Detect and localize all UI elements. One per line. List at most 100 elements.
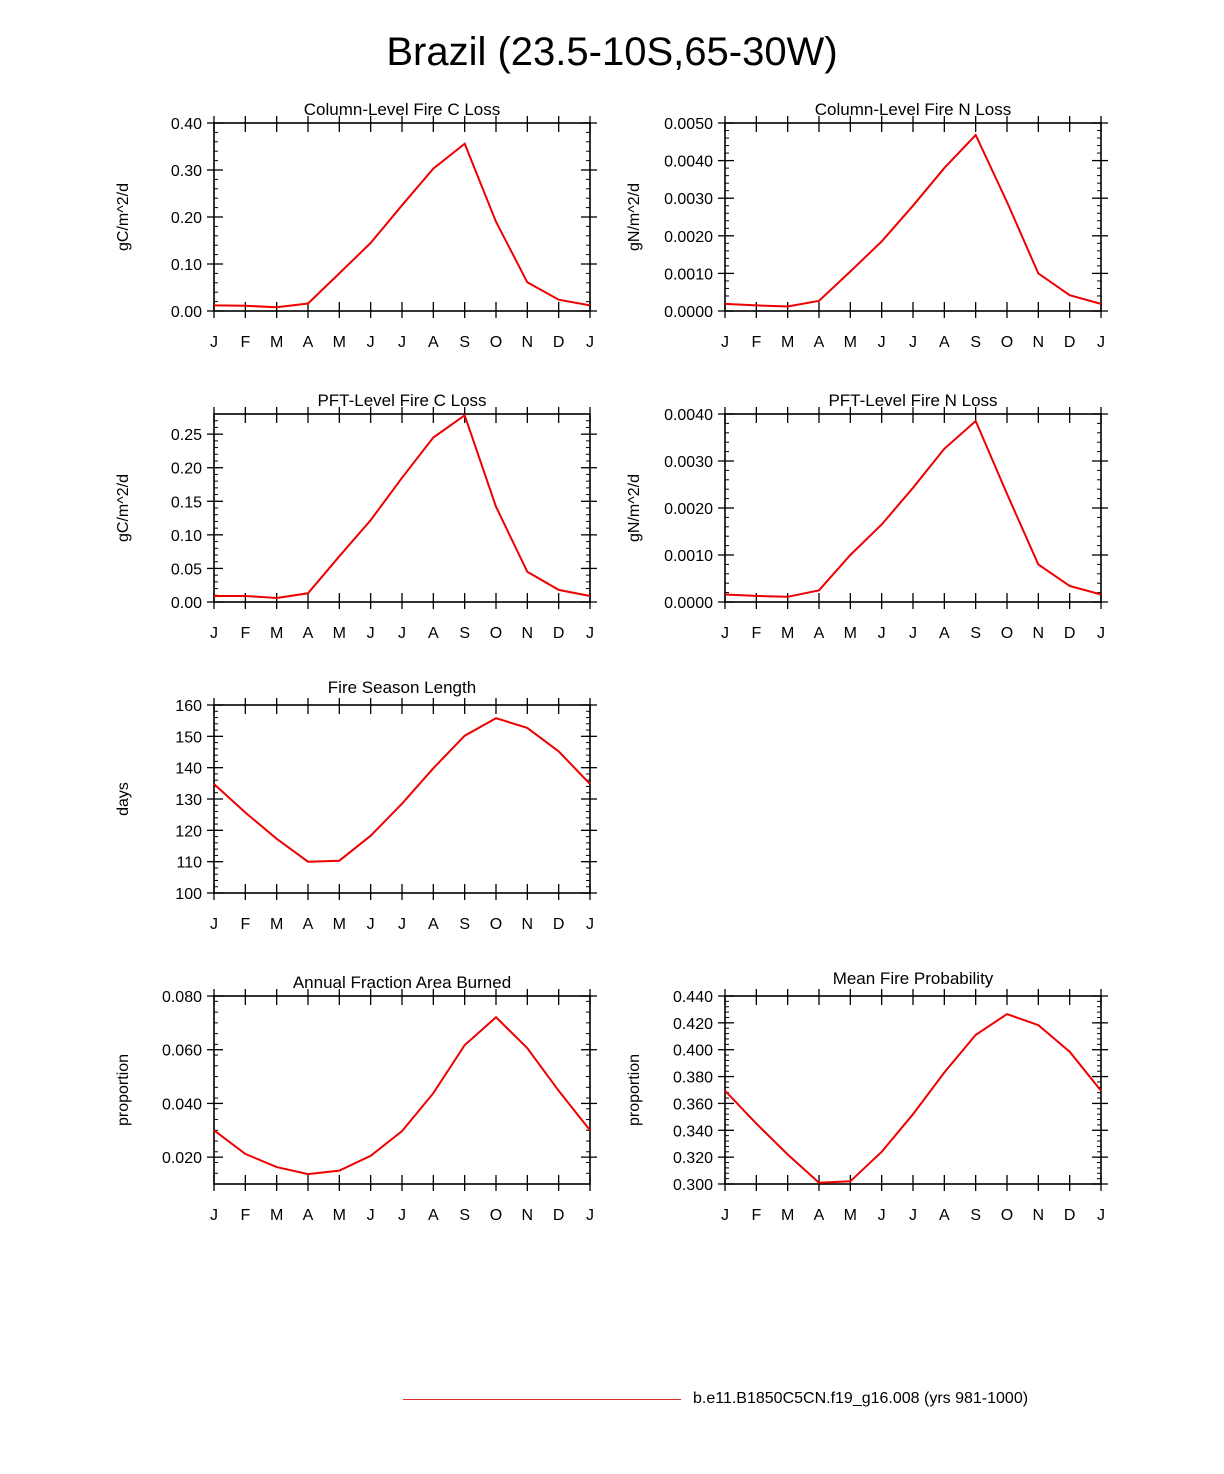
x-tick-label: S: [970, 625, 981, 642]
x-tick-label: M: [781, 1207, 794, 1224]
y-tick-label: 110: [176, 855, 202, 872]
y-axis-label: gC/m^2/d: [115, 183, 132, 251]
x-tick-label: A: [428, 625, 439, 642]
x-tick-label: J: [1097, 625, 1105, 642]
x-tick-label: J: [1097, 334, 1105, 351]
x-tick-label: J: [210, 916, 218, 933]
y-tick-label: 0.20: [171, 210, 202, 227]
panel-title: PFT-Level Fire C Loss: [317, 391, 486, 410]
x-tick-label: D: [1064, 625, 1076, 642]
legend-label: b.e11.B1850C5CN.f19_g16.008 (yrs 981-100…: [693, 1390, 1029, 1407]
y-axis-label: proportion: [626, 1054, 643, 1126]
x-tick-label: J: [367, 1207, 375, 1224]
x-tick-label: M: [333, 625, 346, 642]
series-line: [213, 142, 591, 309]
x-tick-label: A: [428, 334, 439, 351]
plot-frame: [213, 995, 591, 1185]
panel-title: Column-Level Fire N Loss: [815, 100, 1012, 119]
x-tick-label: A: [939, 1207, 950, 1224]
panel-title: Fire Season Length: [328, 678, 476, 697]
y-tick-label: 0.30: [171, 163, 202, 180]
x-tick-label: J: [721, 334, 729, 351]
x-tick-label: F: [240, 334, 250, 351]
x-tick-label: J: [909, 334, 917, 351]
x-tick-label: O: [490, 625, 502, 642]
x-tick-label: F: [240, 625, 250, 642]
y-axis-label: proportion: [115, 1054, 132, 1126]
x-tick-label: J: [878, 625, 886, 642]
x-tick-label: J: [1097, 1207, 1105, 1224]
panel-2: 0.0000 0.0010 0.0020 0.0030 0.0040 0.0050 J F M A…: [626, 100, 1108, 351]
y-tick-label: 0.25: [171, 427, 202, 444]
legend-line-swatch: [403, 1399, 681, 1400]
panel-title: PFT-Level Fire N Loss: [828, 391, 997, 410]
x-tick-label: J: [586, 916, 594, 933]
x-tick-label: F: [751, 1207, 761, 1224]
series-line: [213, 717, 591, 863]
y-tick-label: 0.0040: [664, 407, 713, 424]
y-tick-label: 0.10: [171, 257, 202, 274]
y-tick-label: 130: [175, 792, 202, 809]
y-tick-label: 150: [175, 729, 202, 746]
y-axis-label: days: [115, 782, 132, 816]
x-tick-label: N: [522, 916, 534, 933]
y-tick-label: 0.05: [171, 561, 202, 578]
x-tick-label: F: [751, 625, 761, 642]
x-tick-label: D: [553, 916, 565, 933]
x-tick-label: J: [210, 625, 218, 642]
y-tick-label: 120: [175, 823, 202, 840]
x-tick-label: D: [1064, 334, 1076, 351]
series-line: [724, 419, 1102, 598]
panel-3: 0.00 0.05 0.10 0.15 0.20 0.25 J F M A M J J A S O N D J PFT…: [115, 391, 597, 642]
series-line: [213, 1015, 591, 1176]
x-tick-label: M: [844, 625, 857, 642]
y-tick-label: 0.0050: [664, 116, 713, 133]
x-tick-label: A: [428, 1207, 439, 1224]
x-tick-label: N: [522, 625, 534, 642]
x-tick-label: J: [878, 334, 886, 351]
x-tick-label: A: [303, 1207, 314, 1224]
y-tick-label: 0.360: [673, 1096, 713, 1113]
y-axis-label: gN/m^2/d: [626, 183, 643, 251]
x-tick-label: A: [303, 334, 314, 351]
x-tick-label: S: [970, 1207, 981, 1224]
y-tick-label: 0.060: [162, 1043, 202, 1060]
y-tick-label: 0.10: [171, 528, 202, 545]
y-tick-label: 0.0000: [664, 595, 713, 612]
y-tick-label: 0.0030: [664, 191, 713, 208]
x-tick-label: J: [909, 1207, 917, 1224]
x-tick-label: J: [586, 625, 594, 642]
x-tick-label: A: [939, 625, 950, 642]
y-tick-label: 0.0010: [664, 548, 713, 565]
plot-frame: [213, 122, 591, 312]
x-tick-label: J: [586, 334, 594, 351]
x-tick-label: D: [553, 1207, 565, 1224]
y-tick-label: 0.080: [162, 989, 202, 1006]
x-tick-label: M: [270, 334, 283, 351]
x-tick-label: N: [1033, 1207, 1045, 1224]
y-tick-label: 0.40: [171, 116, 202, 133]
x-tick-label: S: [459, 1207, 470, 1224]
y-tick-label: 0.400: [673, 1043, 713, 1060]
x-tick-label: J: [398, 625, 406, 642]
x-tick-label: S: [970, 334, 981, 351]
figure-title: Brazil (23.5-10S,65-30W): [386, 30, 838, 74]
y-tick-label: 0.040: [162, 1096, 202, 1113]
y-tick-label: 0.15: [171, 494, 202, 511]
y-axis-label: gC/m^2/d: [115, 474, 132, 542]
x-tick-label: J: [721, 625, 729, 642]
x-tick-label: O: [1001, 334, 1013, 351]
x-tick-label: S: [459, 916, 470, 933]
x-tick-label: M: [270, 1207, 283, 1224]
x-tick-label: A: [939, 334, 950, 351]
y-tick-label: 0.0010: [664, 266, 713, 283]
plot-frame: [724, 995, 1102, 1185]
x-tick-label: M: [333, 334, 346, 351]
x-tick-label: J: [721, 1207, 729, 1224]
y-tick-label: 0.320: [673, 1150, 713, 1167]
x-tick-label: J: [586, 1207, 594, 1224]
x-tick-label: J: [367, 334, 375, 351]
x-tick-label: D: [553, 625, 565, 642]
y-tick-label: 140: [175, 761, 202, 778]
x-tick-label: N: [522, 1207, 534, 1224]
